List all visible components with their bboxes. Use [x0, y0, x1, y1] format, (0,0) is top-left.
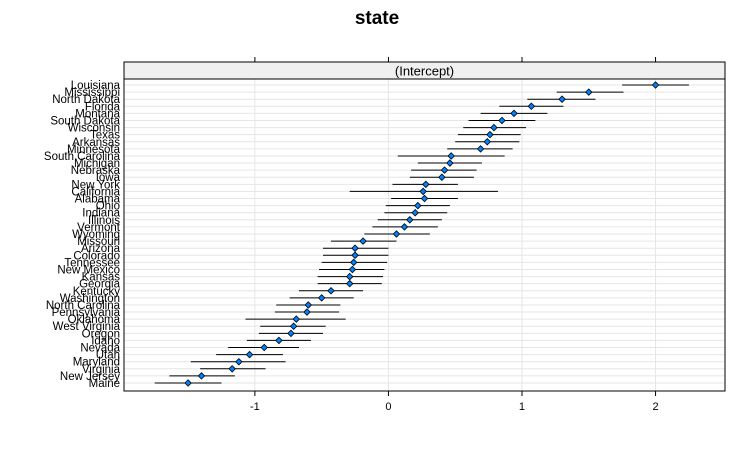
state-label: Ohio — [96, 201, 120, 213]
estimate-point — [527, 102, 536, 111]
state-label: Kansas — [82, 272, 121, 284]
estimate-point — [303, 308, 311, 316]
state-label: Texas — [90, 130, 120, 142]
x-tick-label: 0 — [385, 401, 391, 413]
estimate-point — [349, 258, 358, 267]
state-label: Nevada — [80, 343, 120, 355]
state-label: Iowa — [96, 172, 121, 184]
gridlines — [124, 79, 725, 391]
state-label: Alabama — [75, 194, 121, 206]
state-label: Oregon — [82, 328, 120, 340]
estimate-point — [260, 343, 268, 352]
estimate-point — [447, 152, 455, 160]
estimate-point — [419, 187, 427, 196]
estimate-point — [351, 244, 359, 252]
estimate-point — [235, 357, 243, 366]
state-label: New Jersey — [60, 371, 120, 383]
estimate-point — [498, 116, 506, 125]
estimate-point — [327, 286, 335, 295]
state-label: Vermont — [77, 222, 121, 234]
chart-title: state — [355, 8, 399, 29]
state-label: Mississippi — [64, 87, 120, 99]
bottom-axis: -1 0 1 2 — [250, 391, 659, 413]
estimate-point — [184, 379, 192, 387]
estimate-point — [651, 81, 660, 89]
state-label: Arkansas — [72, 137, 120, 149]
state-label: South Dakota — [50, 115, 120, 127]
x-tick-label: 1 — [519, 401, 525, 413]
state-label: North Dakota — [52, 94, 120, 106]
estimate-point — [406, 216, 414, 224]
state-label: Montana — [75, 108, 120, 120]
state-label: North Carolina — [46, 300, 121, 312]
estimate-point — [359, 237, 367, 245]
estimate-point — [345, 272, 354, 281]
estimate-point — [304, 301, 313, 309]
state-label: Minnesota — [67, 144, 121, 156]
state-label: Florida — [85, 101, 121, 113]
estimate-points — [184, 81, 660, 387]
estimate-point — [400, 223, 409, 231]
state-label: Idaho — [91, 335, 120, 347]
state-label: Arizona — [81, 243, 121, 255]
state-label: Tennessee — [64, 257, 120, 269]
estimate-point — [345, 279, 354, 288]
estimate-point — [438, 173, 446, 182]
estimate-point — [486, 130, 494, 139]
state-label: New Mexico — [57, 264, 120, 276]
estimate-point — [411, 208, 419, 217]
state-label: Maine — [89, 378, 120, 390]
state-label: Kentucky — [73, 286, 121, 298]
estimate-point — [275, 336, 283, 345]
estimate-point — [585, 88, 593, 96]
top-axis — [254, 57, 657, 62]
estimate-point — [476, 145, 485, 153]
estimate-point — [289, 322, 298, 331]
state-label: Washington — [60, 293, 120, 305]
state-label: Indiana — [82, 208, 120, 220]
estimate-point — [490, 123, 498, 132]
state-label: Illinois — [88, 215, 120, 227]
state-label: New York — [71, 179, 120, 191]
state-label: California — [71, 186, 120, 198]
plot-panel — [123, 78, 726, 392]
state-label: Pennsylvania — [52, 307, 121, 319]
state-label: Oklahoma — [68, 314, 121, 326]
state-label: Missouri — [77, 236, 120, 248]
estimate-point — [287, 329, 295, 338]
estimate-point — [483, 137, 492, 146]
estimate-point — [414, 201, 422, 210]
estimate-point — [422, 180, 430, 189]
state-label: Wisconsin — [68, 123, 120, 135]
estimate-point — [510, 109, 518, 118]
estimate-point — [292, 315, 301, 323]
x-tick-label: 2 — [652, 401, 658, 413]
estimate-point — [446, 159, 454, 167]
estimate-point — [197, 372, 206, 380]
estimate-point — [245, 350, 254, 359]
state-label: West Virginia — [53, 321, 121, 333]
state-label: Georgia — [79, 279, 121, 291]
state-label: Wyoming — [72, 229, 120, 241]
state-label: Virginia — [82, 364, 121, 376]
state-label: South Carolina — [44, 151, 121, 163]
state-label: Michigan — [74, 158, 120, 170]
estimate-point — [392, 230, 401, 238]
state-label: Maryland — [73, 357, 120, 369]
estimate-point — [558, 95, 566, 103]
state-label: Utah — [96, 350, 120, 362]
estimate-point — [228, 365, 236, 373]
estimate-point — [317, 294, 326, 302]
x-tick-label: -1 — [250, 401, 260, 413]
state-label: Colorado — [73, 250, 120, 262]
state-label: Nebraska — [71, 165, 121, 177]
estimate-point — [440, 166, 449, 174]
estimate-point — [348, 265, 357, 274]
strip-label: (Intercept) — [395, 64, 454, 79]
estimate-point — [351, 251, 359, 260]
state-label: Louisiana — [71, 80, 121, 92]
estimate-point — [420, 194, 429, 203]
